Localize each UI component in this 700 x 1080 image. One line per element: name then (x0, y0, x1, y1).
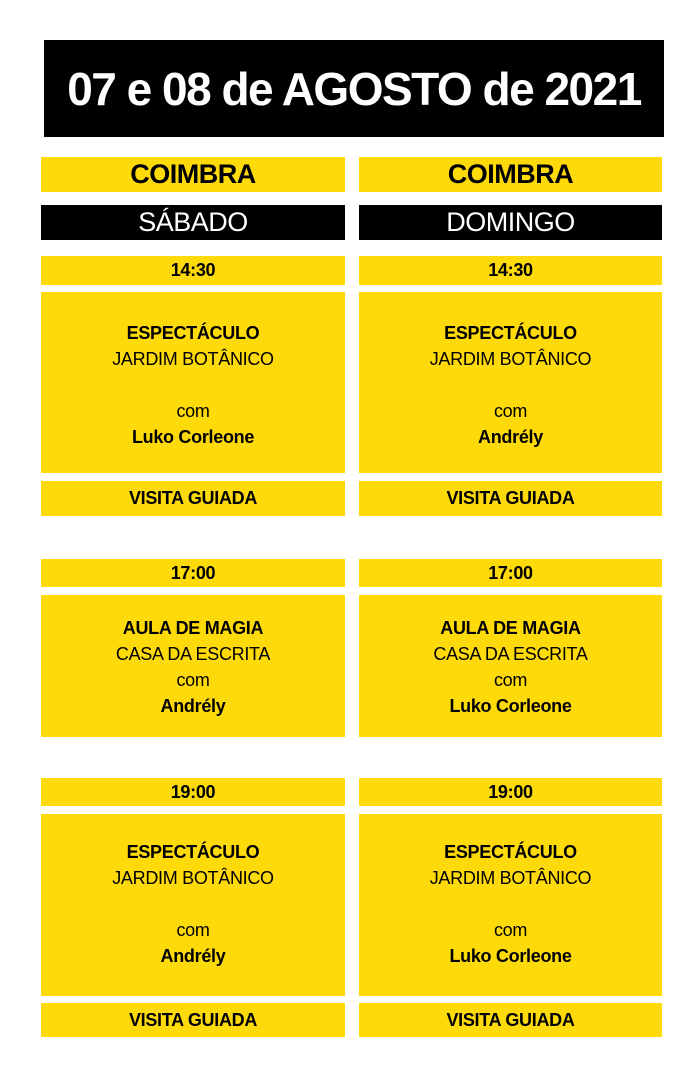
performer-name: Andrély (160, 946, 226, 966)
event-time: 19:00 (41, 778, 345, 806)
event-location: JARDIM BOTÂNICO (429, 868, 592, 888)
event-type: ESPECTÁCULO (126, 842, 260, 862)
performer-name: Andrély (478, 427, 543, 447)
performer-name: Luko Corleone (449, 696, 572, 716)
event-type: ESPECTÁCULO (444, 323, 577, 343)
event-time: 14:30 (359, 256, 662, 285)
event-location: JARDIM BOTÂNICO (112, 349, 274, 369)
event-type: AULA DE MAGIA (440, 618, 581, 638)
with-label: com (493, 670, 528, 690)
performer-name: Andrély (160, 696, 226, 716)
event-location: CASA DA ESCRITA (433, 644, 588, 664)
event-card: ESPECTÁCULO JARDIM BOTÂNICO com Andrély (41, 814, 345, 996)
event-location: JARDIM BOTÂNICO (429, 349, 592, 369)
guided-visit-label: VISITA GUIADA (41, 1003, 345, 1037)
city-header: COIMBRA (359, 157, 662, 192)
event-time: 17:00 (41, 559, 345, 587)
event-card: ESPECTÁCULO JARDIM BOTÂNICO com Luko Corleo… (41, 292, 345, 473)
event-time: 17:00 (359, 559, 662, 587)
performer-name: Luko Corleone (449, 946, 572, 966)
with-label: com (176, 920, 210, 940)
city-header: COIMBRA (41, 157, 345, 192)
page-title: 07 e 08 de AGOSTO de 2021 (44, 40, 664, 137)
guided-visit-label: VISITA GUIADA (359, 1003, 662, 1037)
event-time: 14:30 (41, 256, 345, 285)
day-header: DOMINGO (359, 205, 662, 240)
with-label: com (176, 670, 210, 690)
event-type: AULA DE MAGIA (122, 618, 264, 638)
day-header: SÁBADO (41, 205, 345, 240)
event-type: ESPECTÁCULO (126, 323, 260, 343)
event-type: ESPECTÁCULO (444, 842, 577, 862)
event-location: JARDIM BOTÂNICO (112, 868, 274, 888)
event-location: CASA DA ESCRITA (115, 644, 271, 664)
event-card: ESPECTÁCULO JARDIM BOTÂNICO com Luko Corleo… (359, 814, 662, 996)
event-card: AULA DE MAGIA CASA DA ESCRITA com Andrély (41, 595, 345, 737)
event-card: ESPECTÁCULO JARDIM BOTÂNICO com Andrély (359, 292, 662, 473)
guided-visit-label: VISITA GUIADA (359, 481, 662, 516)
with-label: com (493, 401, 528, 421)
with-label: com (176, 401, 210, 421)
guided-visit-label: VISITA GUIADA (41, 481, 345, 516)
event-card: AULA DE MAGIA CASA DA ESCRITA com Luko Corl… (359, 595, 662, 737)
performer-name: Luko Corleone (131, 427, 255, 447)
with-label: com (493, 920, 528, 940)
event-time: 19:00 (359, 778, 662, 806)
